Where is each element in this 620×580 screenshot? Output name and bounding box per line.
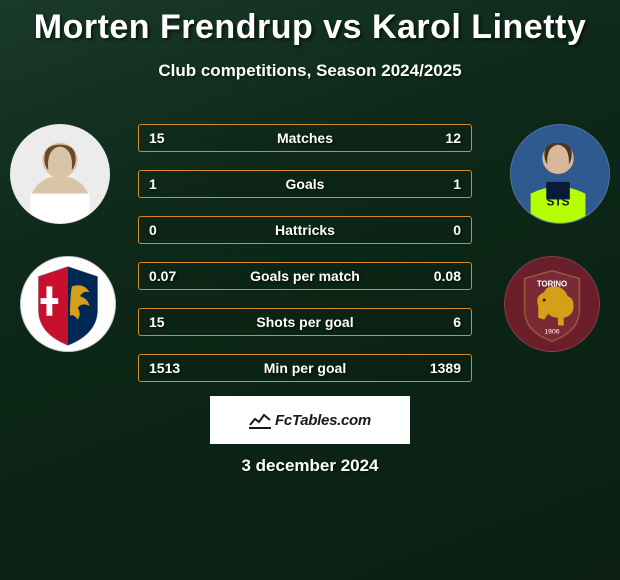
club-badge-icon: TORINO 1906: [505, 257, 599, 351]
stat-right-value: 0: [421, 222, 461, 238]
page-title: Morten Frendrup vs Karol Linetty: [0, 0, 620, 47]
svg-text:1906: 1906: [544, 328, 559, 335]
club-badge-icon: [21, 257, 115, 351]
avatar-placeholder-icon: [11, 125, 109, 223]
subtitle: Club competitions, Season 2024/2025: [0, 61, 620, 81]
sponsor-text: STS: [547, 195, 570, 208]
stat-row-hattricks: 0 Hattricks 0: [138, 216, 472, 244]
stat-right-value: 12: [421, 130, 461, 146]
branding-badge: FcTables.com: [210, 396, 410, 444]
stat-row-goals-per-match: 0.07 Goals per match 0.08: [138, 262, 472, 290]
stat-right-value: 1389: [421, 360, 461, 376]
player-right-photo: STS: [510, 124, 610, 224]
stat-right-value: 1: [421, 176, 461, 192]
club-left-badge: [20, 256, 116, 352]
stats-comparison: 15 Matches 12 1 Goals 1 0 Hattricks 0 0.…: [138, 124, 472, 400]
avatar-placeholder-icon: STS: [511, 125, 609, 223]
stat-right-value: 0.08: [421, 268, 461, 284]
branding-text: FcTables.com: [275, 412, 371, 429]
stat-row-matches: 15 Matches 12: [138, 124, 472, 152]
stat-row-goals: 1 Goals 1: [138, 170, 472, 198]
stat-row-shots-per-goal: 15 Shots per goal 6: [138, 308, 472, 336]
club-right-badge: TORINO 1906: [504, 256, 600, 352]
stat-right-value: 6: [421, 314, 461, 330]
player-left-photo: [10, 124, 110, 224]
chart-icon: [249, 411, 271, 429]
date-text: 3 december 2024: [0, 456, 620, 476]
stat-row-min-per-goal: 1513 Min per goal 1389: [138, 354, 472, 382]
